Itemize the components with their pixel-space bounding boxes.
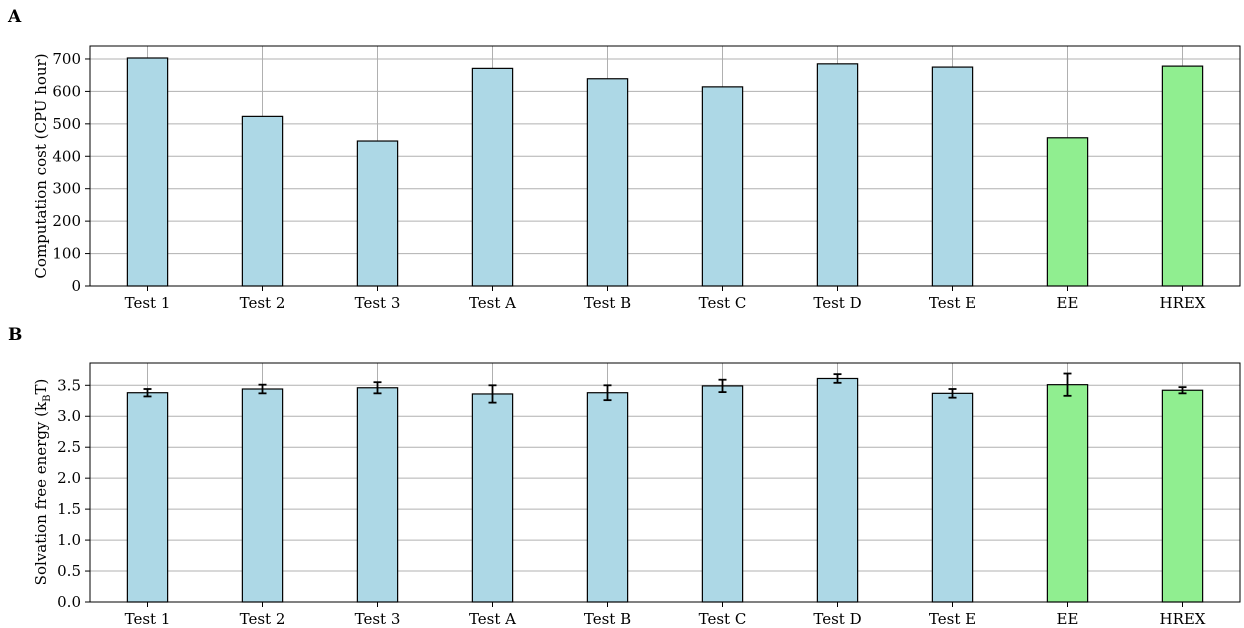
error-bar [948, 388, 957, 399]
x-tick-label: Test 3 [355, 610, 401, 628]
error-bar [833, 373, 842, 384]
panel-b-bars [126, 377, 1204, 603]
panel-a-x-ticks: Test 1 Test 2 Test 3 Test A Test B Test C Test… [125, 286, 1206, 312]
x-tick-label: Test 2 [240, 294, 286, 312]
y-tick-label: 1.5 [57, 500, 81, 518]
x-tick-label: Test E [929, 610, 976, 628]
x-tick-label: Test 3 [355, 294, 401, 312]
y-tick-label: 0.0 [57, 593, 81, 611]
bar-ee [1046, 137, 1089, 287]
x-tick-label: Test 2 [240, 610, 286, 628]
y-tick-label: 3.0 [57, 407, 81, 425]
bar-ee [1046, 384, 1089, 603]
panel-b-error-bars [143, 372, 1187, 404]
bar-test-2 [241, 388, 284, 603]
bar-hrex [1161, 389, 1204, 603]
y-tick-label: 2.0 [57, 469, 81, 487]
bar-test-c [701, 86, 744, 287]
y-tick-label: 200 [52, 212, 81, 230]
bar-test-3 [356, 387, 399, 603]
x-tick-label: Test E [929, 294, 976, 312]
y-tick-label: 2.5 [57, 438, 81, 456]
x-tick-label: HREX [1159, 610, 1205, 628]
bar-test-2 [241, 115, 284, 287]
error-bar [603, 384, 612, 402]
bar-test-1 [126, 57, 169, 287]
panel-b-label: B [8, 325, 22, 345]
x-tick-label: Test D [813, 294, 861, 312]
panel-b-y-axis-label: Solvation free energy (kBT) [32, 379, 53, 586]
x-tick-label: Test B [584, 294, 631, 312]
x-tick-label: EE [1057, 294, 1079, 312]
panel-b-plot-frame [89, 362, 1241, 603]
x-tick-label: Test C [699, 610, 747, 628]
y-tick-label: 0.5 [57, 562, 81, 580]
y-tick-label: 600 [52, 82, 81, 100]
bar-test-b [586, 392, 629, 603]
panel-b-x-ticks: Test 1 Test 2 Test 3 Test A Test B Test C Test… [125, 602, 1206, 628]
y-tick-label: 700 [52, 50, 81, 68]
panel-b-y-axis-label-subscript: B [42, 395, 53, 402]
bar-test-1 [126, 392, 169, 603]
bar-test-e [931, 66, 974, 287]
y-tick-label: 500 [52, 115, 81, 133]
panel-a-label: A [7, 7, 22, 27]
error-bar [718, 378, 727, 394]
y-tick-label: 300 [52, 180, 81, 198]
x-tick-label: EE [1057, 610, 1079, 628]
bar-hrex [1161, 65, 1204, 287]
panel-a-plot-frame [89, 45, 1241, 287]
bar-test-a [471, 67, 514, 287]
panel-b-y-axis-label-main: Solvation free energy (k [32, 401, 50, 585]
panel-b-y-ticks: 0.0 0.5 1.0 1.5 2.0 2.5 3.0 3.5 [57, 376, 90, 611]
y-tick-label: 1.0 [57, 531, 81, 549]
y-tick-label: 400 [52, 147, 81, 165]
panel-a-y-ticks: 0 100 200 300 400 500 600 700 [52, 50, 90, 295]
bar-test-3 [356, 140, 399, 287]
panel-a-y-axis-label: Computation cost (CPU hour) [32, 53, 50, 278]
y-tick-label: 100 [52, 245, 81, 263]
x-tick-label: Test C [699, 294, 747, 312]
x-tick-label: Test A [469, 610, 516, 628]
y-tick-label: 0 [71, 277, 81, 295]
error-bar [488, 384, 497, 404]
x-tick-label: Test 1 [125, 610, 171, 628]
x-tick-label: Test B [584, 610, 631, 628]
bar-test-c [701, 385, 744, 603]
error-bar [143, 388, 152, 398]
bar-test-d [816, 63, 859, 287]
x-tick-label: Test D [813, 610, 861, 628]
y-tick-label: 3.5 [57, 376, 81, 394]
error-bar [258, 383, 267, 395]
error-bar [1178, 386, 1187, 395]
panel-b-y-axis-label-end: T) [32, 379, 50, 395]
x-tick-label: Test 1 [125, 294, 171, 312]
bar-test-d [816, 377, 859, 603]
bar-test-e [931, 392, 974, 603]
error-bar [373, 381, 382, 395]
error-bar [1063, 372, 1072, 397]
x-tick-label: Test A [469, 294, 516, 312]
bar-test-a [471, 393, 514, 603]
bar-test-b [586, 78, 629, 287]
x-tick-label: HREX [1159, 294, 1205, 312]
panel-a-bars [126, 57, 1204, 287]
